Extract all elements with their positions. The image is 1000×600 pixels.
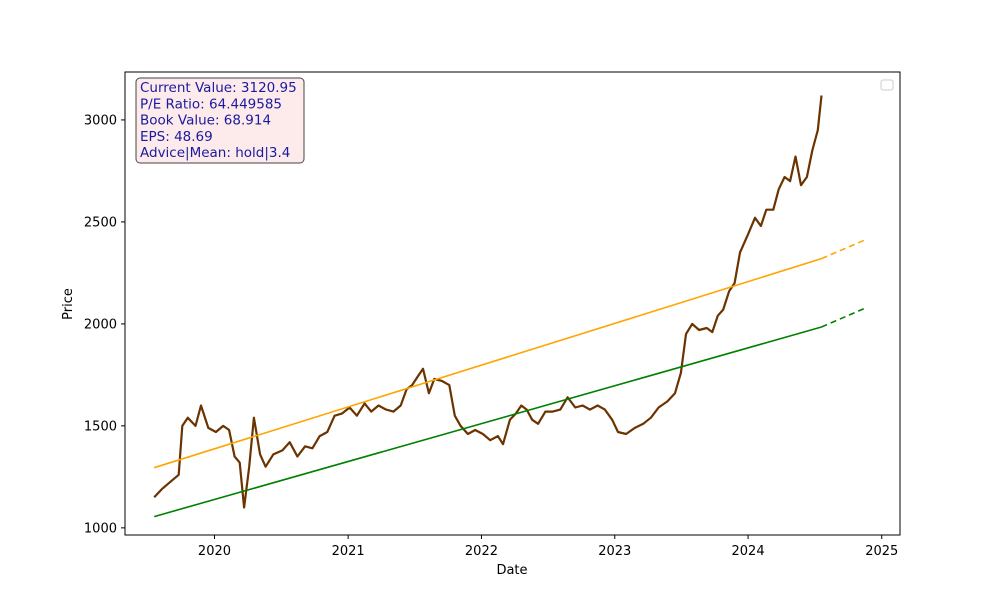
info-line: Book Value: 68.914 (140, 113, 271, 129)
info-box-lines: Current Value: 3120.95P/E Ratio: 64.4495… (140, 80, 297, 161)
y-axis-title: Price (61, 288, 76, 320)
y-tick-label: 2500 (84, 215, 117, 230)
y-tick-label: 3000 (84, 113, 117, 128)
x-tick-label: 2025 (865, 544, 898, 559)
series-line-2 (821, 238, 867, 260)
info-line: Current Value: 3120.95 (140, 80, 297, 96)
info-box-background (135, 77, 305, 164)
x-axis-title: Date (496, 563, 527, 578)
y-axis: 1000 1500 2000 2500 3000 (84, 113, 125, 536)
info-line: EPS: 48.69 (140, 129, 213, 145)
x-tick-label: 2023 (598, 544, 631, 559)
x-tick-label: 2020 (198, 544, 231, 559)
x-axis: 2020 2021 2022 2023 2024 2025 (198, 535, 898, 559)
series-line-1 (153, 257, 822, 469)
info-box: Current Value: 3120.95P/E Ratio: 64.4495… (135, 77, 305, 164)
series-line-0 (153, 95, 823, 509)
series-layer (153, 95, 867, 518)
y-tick-label: 1000 (84, 521, 117, 536)
plot-frame (124, 71, 901, 536)
series-line-3 (153, 326, 822, 518)
y-tick-label: 2000 (84, 317, 117, 332)
info-line: Advice|Mean: hold|3.4 (140, 145, 290, 161)
y-tick-label: 1500 (84, 419, 117, 434)
legend-box (880, 79, 894, 91)
x-tick-label: 2024 (732, 544, 765, 559)
x-tick-label: 2021 (332, 544, 365, 559)
x-tick-label: 2022 (465, 544, 498, 559)
series-line-4 (821, 306, 867, 328)
info-line: P/E Ratio: 64.449585 (140, 96, 282, 112)
